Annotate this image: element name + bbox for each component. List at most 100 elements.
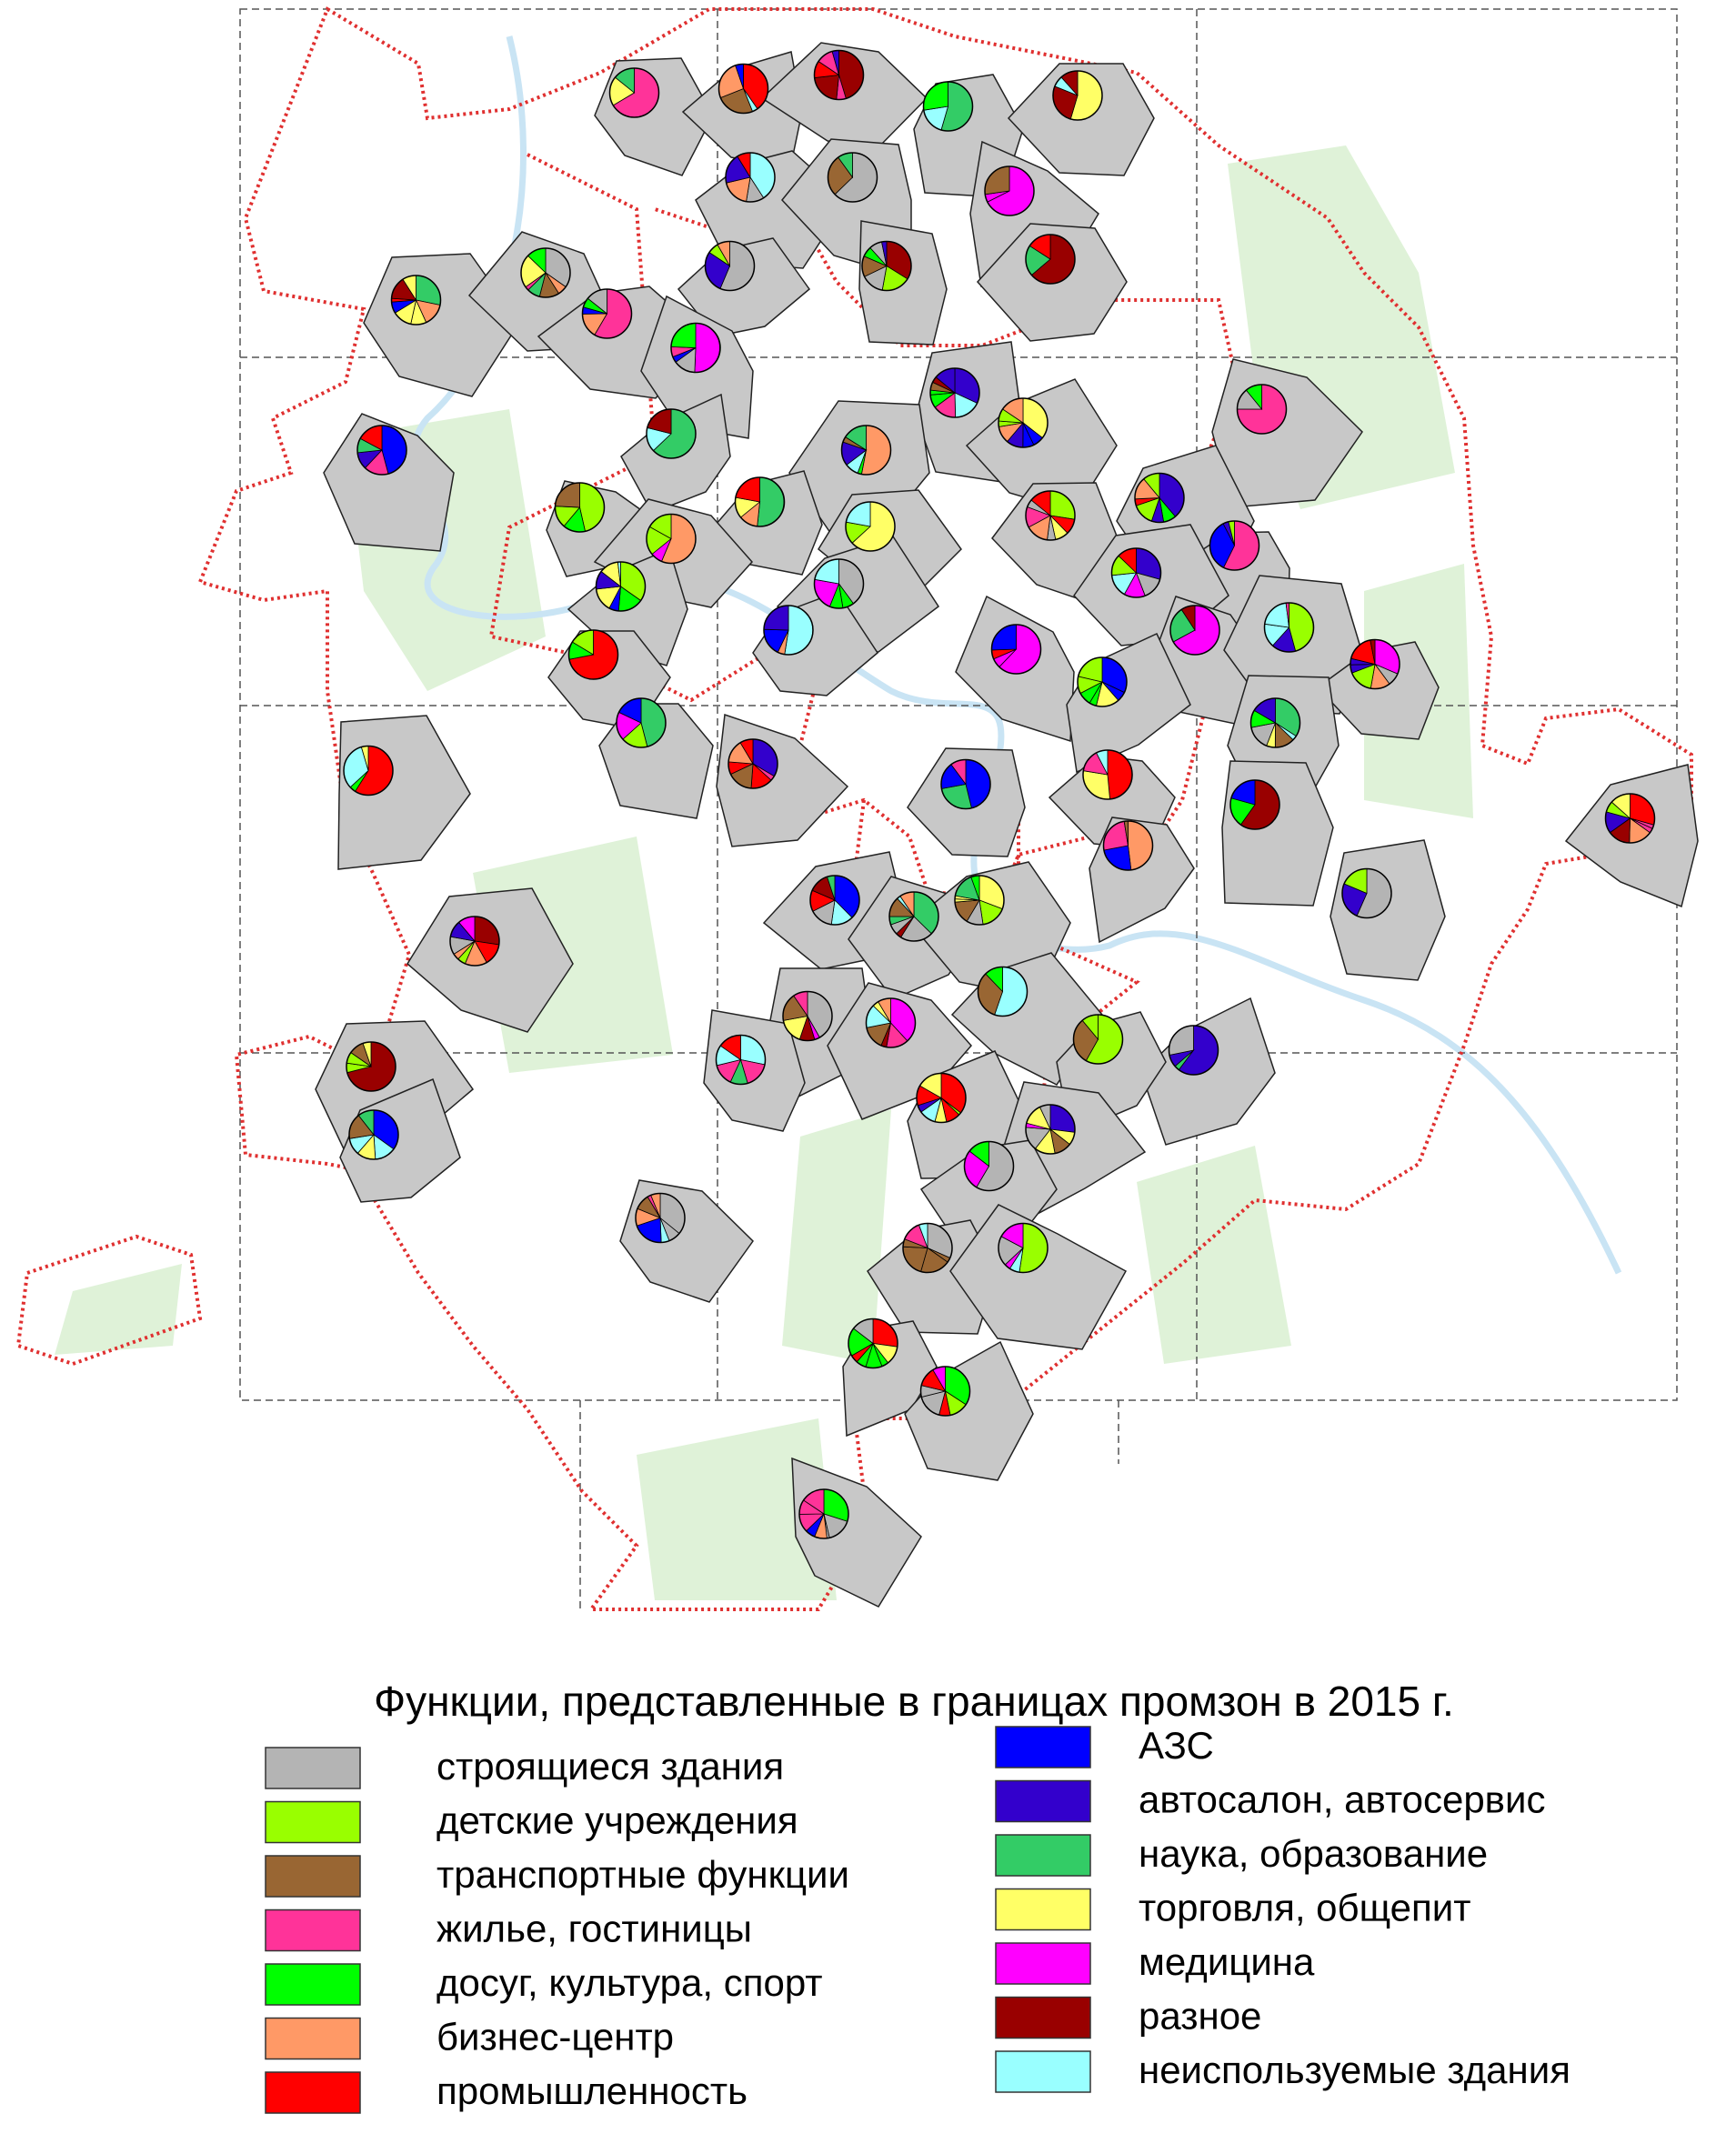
pie-outline [1025,1104,1076,1155]
pie-outline [1110,547,1162,598]
pie-slice [1169,1025,1194,1056]
pie-outline [1052,70,1103,121]
pie-outline [1350,638,1400,690]
pie-outline [782,990,833,1042]
pie-outline [1082,749,1133,800]
pie-outline [1263,602,1315,653]
legend-label: АЗС [1139,1724,1214,1767]
pie-outline [1229,779,1280,830]
pie-symbol [1102,820,1154,871]
pie-outline [343,745,394,796]
pie-outline [902,1222,953,1274]
pie-symbol [865,997,917,1048]
pie-outline [845,501,896,552]
pie-outline [1025,234,1076,285]
pie-outline [929,367,980,418]
pie-symbol [646,408,697,459]
pie-symbol [567,629,619,680]
pie-symbol [1249,697,1301,748]
pie-symbol [998,397,1049,448]
pie-outline [827,152,878,203]
legend-label: промышленность [437,2069,748,2112]
pie-symbol [984,165,1035,216]
legend-swatch [265,1909,361,1952]
pie-symbol [715,1034,767,1086]
pie-outline [1025,490,1076,541]
pie-symbol [356,425,407,476]
pie-outline [984,165,1035,216]
pie-symbol [1350,638,1400,690]
zone [1330,839,1446,981]
pie-symbol [798,1488,849,1539]
pie-outline [449,916,500,967]
pie-outline [1169,605,1220,656]
pie-symbol [954,875,1005,926]
pie-outline [734,476,786,527]
pie-outline [888,891,939,942]
legend-swatch [265,1963,361,2006]
pie-outline [963,1140,1015,1192]
pie-symbol [1082,749,1133,800]
pie-symbol [704,240,756,292]
legend-label: бизнес-центр [437,2016,674,2059]
pie-symbol [1025,490,1076,541]
pie-symbol [1263,602,1315,653]
legend-swatch [995,2050,1091,2093]
legend-swatch [995,1942,1091,1985]
pie-symbol [929,367,980,418]
pie-symbol [1236,384,1288,435]
pie-symbol [1134,472,1185,524]
pie-symbol [782,990,833,1042]
pie-outline [977,966,1029,1017]
pie-outline [581,288,633,339]
legend: строящиеся здания детские учреждения транс… [265,1724,1570,2114]
legend-title: Функции, представленные в границах промз… [374,1678,1454,1725]
pie-outline [390,275,442,326]
pie-symbol [813,558,865,609]
legend-label: медицина [1139,1940,1315,1983]
pie-outline [567,629,619,680]
pie-outline [813,558,865,609]
pie-outline [1072,1014,1124,1065]
pie-slice [872,1318,898,1348]
legend-label: наука, образование [1139,1832,1488,1875]
pie-slice [923,81,948,111]
pie-outline [704,240,756,292]
pie-outline [990,624,1042,675]
zone [867,1219,998,1335]
zone [949,1204,1128,1350]
pie-outline [608,67,660,118]
pie-outline [865,997,917,1048]
pie-symbol [1168,1025,1219,1076]
pie-symbol [608,67,660,118]
pie-symbol [1229,779,1280,830]
pie-outline [848,1317,898,1369]
pie-symbol [520,247,571,298]
pie-outline [809,875,860,926]
pie-symbol [390,275,442,326]
legend-label: автосалон, автосервис [1139,1778,1545,1821]
pie-symbol [861,240,912,292]
pie-symbol [734,476,786,527]
zone-pies [343,49,1656,1539]
zone [904,1340,1034,1481]
pie-outline [916,1072,967,1124]
pie-symbol [1072,1014,1124,1065]
pie-outline [725,152,776,203]
zone [1140,997,1276,1146]
pie-outline [646,408,697,459]
pie-outline [1102,820,1154,871]
pie-symbol [646,513,697,565]
pie-symbol [990,624,1042,675]
pie-outline [356,425,407,476]
pie-symbol [1604,793,1656,844]
pie-symbol [348,1109,399,1160]
pie-symbol [581,288,633,339]
pie-symbol [963,1140,1015,1192]
pie-outline [1134,472,1185,524]
pie-outline [919,1366,971,1417]
legend-swatch [995,1996,1091,2039]
legend-swatch [265,1800,361,1844]
pie-symbol [813,49,865,101]
pie-symbol [763,605,814,656]
